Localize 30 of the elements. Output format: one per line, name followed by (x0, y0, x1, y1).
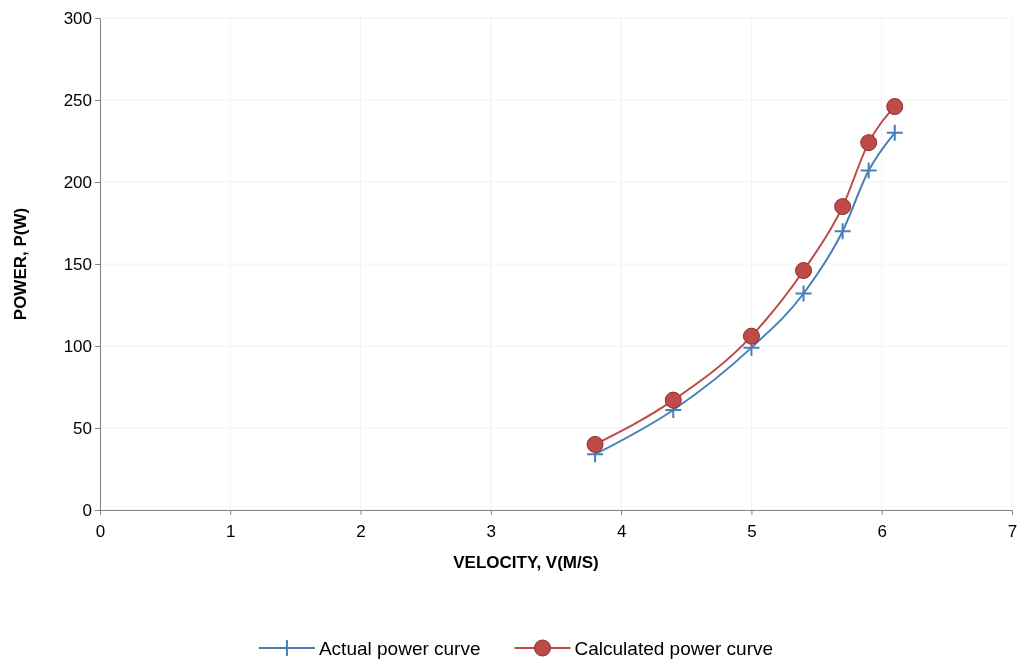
x-tick-label: 0 (95, 521, 106, 541)
point (834, 198, 852, 216)
point (794, 284, 813, 303)
x-tick-label: 4 (616, 521, 627, 541)
point (742, 327, 760, 345)
x-axis-title: VELOCITY, V(M/S) (453, 553, 599, 572)
point (795, 262, 813, 280)
y-tick-label: 50 (73, 418, 92, 438)
y-tick-label: 0 (82, 500, 92, 520)
point (886, 98, 904, 116)
y-tick-label: 100 (63, 336, 92, 356)
x-tick-label: 3 (486, 521, 497, 541)
point (586, 435, 604, 453)
point (885, 123, 904, 142)
point (664, 391, 682, 409)
point (860, 134, 878, 152)
y-tick-label: 300 (63, 8, 92, 28)
y-axis-title: POWER, P(W) (11, 207, 30, 321)
x-tick-label: 2 (356, 521, 366, 541)
x-tick-label: 5 (747, 521, 757, 541)
y-tick-label: 200 (63, 172, 92, 192)
y-tick-label: 150 (63, 254, 92, 274)
x-tick-label: 7 (1007, 521, 1018, 541)
point (859, 161, 878, 180)
y-tick-label: 250 (63, 90, 92, 110)
x-tick-label: 1 (226, 521, 236, 541)
x-tick-label: 6 (877, 521, 887, 541)
legend-label: Actual power curve (318, 637, 481, 659)
legend-label: Calculated power curve (574, 637, 774, 659)
point (833, 222, 852, 241)
